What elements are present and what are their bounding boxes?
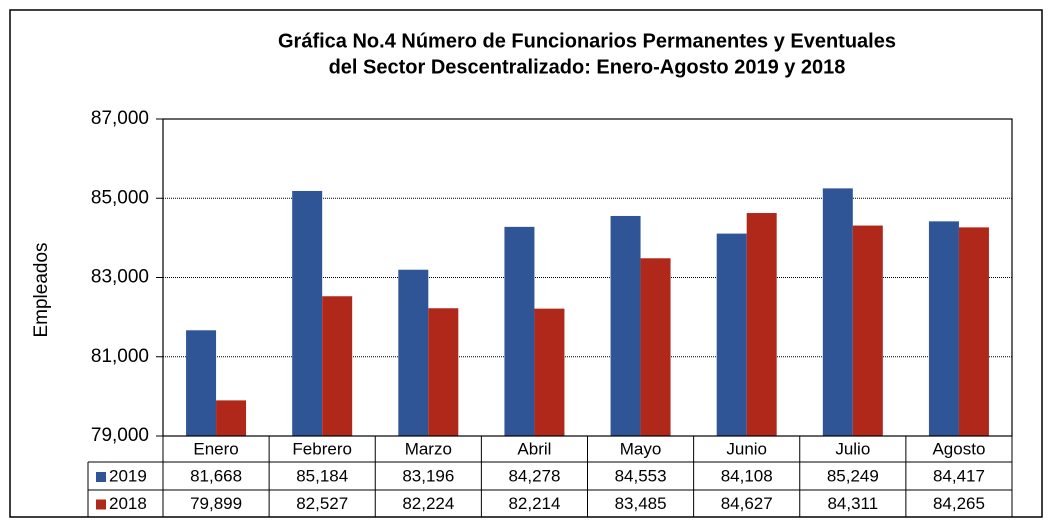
x-tick-label: Enero xyxy=(193,439,238,458)
legend-label: 2019 xyxy=(109,466,147,485)
x-tick-label: Julio xyxy=(835,439,870,458)
table-value: 84,417 xyxy=(933,466,985,485)
bar xyxy=(746,213,777,436)
bar xyxy=(504,226,535,436)
table-value: 82,527 xyxy=(296,494,348,513)
y-tick-label: 85,000 xyxy=(91,187,149,208)
bar xyxy=(216,400,247,436)
x-tick-label: Junio xyxy=(726,439,767,458)
table-value: 83,485 xyxy=(615,494,667,513)
y-tick-label: 87,000 xyxy=(91,108,149,129)
y-tick-label: 81,000 xyxy=(91,346,149,367)
chart-title: del Sector Descentralizado: Enero-Agosto… xyxy=(329,56,846,78)
bar xyxy=(716,233,747,436)
bar xyxy=(852,225,883,436)
x-tick-label: Abril xyxy=(517,439,551,458)
table-value: 81,668 xyxy=(190,466,242,485)
bar xyxy=(640,258,671,436)
table-value: 85,249 xyxy=(827,466,879,485)
bar xyxy=(822,188,853,436)
table-value: 84,553 xyxy=(615,466,667,485)
bar xyxy=(398,269,429,436)
table-value: 84,627 xyxy=(721,494,773,513)
legend-swatch xyxy=(96,499,106,510)
bar xyxy=(610,215,641,436)
bar xyxy=(928,221,959,436)
table-value: 82,214 xyxy=(508,494,560,513)
bar xyxy=(428,308,459,436)
table-value: 84,265 xyxy=(933,494,985,513)
bar xyxy=(534,308,565,436)
y-tick-label: 83,000 xyxy=(91,267,149,288)
table-value: 83,196 xyxy=(402,466,454,485)
x-tick-label: Marzo xyxy=(405,439,452,458)
bar xyxy=(292,190,323,436)
bar xyxy=(322,296,353,436)
y-axis-label: Empleados xyxy=(31,242,52,337)
table-value: 82,224 xyxy=(402,494,454,513)
bar xyxy=(958,227,989,436)
legend-swatch xyxy=(96,472,106,482)
table-value: 85,184 xyxy=(296,466,348,485)
y-tick-label: 79,000 xyxy=(91,425,149,446)
table-value: 84,278 xyxy=(508,466,560,485)
x-tick-label: Mayo xyxy=(620,439,662,458)
table-value: 79,899 xyxy=(190,494,242,513)
x-tick-label: Febrero xyxy=(292,439,352,458)
table-value: 84,311 xyxy=(827,494,878,513)
x-tick-label: Agosto xyxy=(932,439,985,458)
chart-title: Gráfica No.4 Número de Funcionarios Perm… xyxy=(278,30,896,52)
table-value: 84,108 xyxy=(721,466,773,485)
legend-label: 2018 xyxy=(109,494,147,513)
bar xyxy=(186,330,217,436)
